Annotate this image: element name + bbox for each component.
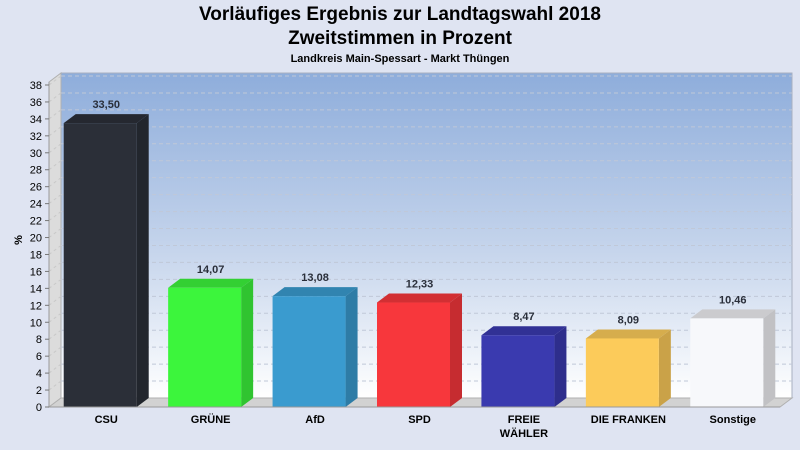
y-tick-label: 4 [36,368,42,380]
y-tick-label: 0 [36,402,42,414]
y-tick-label: 30 [30,148,42,160]
bar-top [585,329,671,339]
gridline-side [48,160,62,171]
chart-region-subtitle: Landkreis Main-Spessart - Markt Thüngen [290,53,510,65]
gridline-side [48,262,62,272]
chart-subtitle: Zweitstimmen in Prozent [288,28,512,49]
y-tick-label: 14 [30,283,42,295]
gridline-side [48,211,62,221]
bar-front [481,335,555,407]
bar-grüne: 14,07 [168,264,254,407]
bars: 33,50 14,07 13,08 12,33 8,47 8,09 10,46 [63,99,776,407]
gridline-side [48,278,62,289]
bar-spd: 12,33 [377,279,462,407]
bar-side [345,287,358,407]
bar-top [63,114,149,124]
bar-front [690,318,764,407]
x-tick-label: SPD [408,414,431,426]
plot-side-wall [48,72,62,408]
bar-front [168,287,242,407]
gridline-side [48,75,62,86]
gridline-side [48,295,62,306]
x-tick-label: WÄHLER [500,427,548,440]
bar-side [763,309,776,407]
bar-top [481,326,567,336]
y-tick-label: 12 [30,300,42,312]
y-tick-label: 22 [30,216,42,228]
bar-top [272,287,358,297]
y-tick-label: 24 [30,199,42,211]
gridline-side [48,363,62,374]
y-tick-label: 20 [30,233,42,245]
data-label: 8,47 [513,311,534,323]
bar-top [377,293,462,303]
bar-front [272,296,346,407]
y-tick-label: 6 [36,351,42,363]
gridline-side [48,143,62,154]
gridline-side [48,92,62,103]
y-tick-label: 32 [30,131,42,143]
bar-side [136,114,149,407]
x-tick-label: Sonstige [710,414,756,426]
y-tick-label: 28 [30,165,42,177]
gridline-side [48,380,62,391]
bar-afd: 13,08 [272,272,358,407]
data-label: 10,46 [719,294,747,306]
bar-side [554,326,567,407]
x-tick-label: CSU [95,414,118,426]
x-tick-label: AfD [305,414,325,426]
data-label: 13,08 [301,272,329,284]
gridline-side [48,194,62,205]
bar-front [585,338,659,407]
y-tick-label: 38 [30,80,42,92]
bar-top [690,309,776,319]
bar-side [658,329,671,407]
gridline-side [48,109,62,120]
data-label: 8,09 [618,314,639,326]
bar-die-franken: 8,09 [585,314,671,407]
bar-side [241,278,254,407]
y-tick-label: 8 [36,334,42,346]
y-tick-label: 18 [30,249,42,261]
y-axis-label: % [13,235,25,245]
gridline-side [48,329,62,340]
y-tick-label: 2 [36,385,42,397]
bar-csu: 33,50 [63,99,149,407]
bar-front [377,302,450,407]
x-tick-label: GRÜNE [191,413,231,426]
data-label: 12,33 [406,279,434,291]
bar-side [450,293,462,407]
bar-front [63,123,137,407]
data-label: 33,50 [92,99,120,111]
bar-top [168,278,254,288]
y-tick-label: 16 [30,266,42,278]
chart-title: Vorläufiges Ergebnis zur Landtagswahl 20… [199,4,601,25]
x-tick-label: DIE FRANKEN [591,414,666,426]
data-label: 14,07 [197,264,225,276]
bar-freie-wähler: 8,47 [481,311,567,407]
y-tick-label: 26 [30,182,42,194]
gridline-side [48,126,62,137]
gridline-side [48,245,62,255]
y-tick-label: 36 [30,97,42,109]
bar-sonstige: 10,46 [690,294,776,407]
gridline-side [48,177,62,188]
gridline-side [48,312,62,323]
y-tick-label: 10 [30,317,42,329]
y-tick-label: 34 [30,114,42,126]
x-tick-label: FREIE [508,414,540,426]
gridline-side [48,228,62,238]
gridline-side [48,346,62,357]
